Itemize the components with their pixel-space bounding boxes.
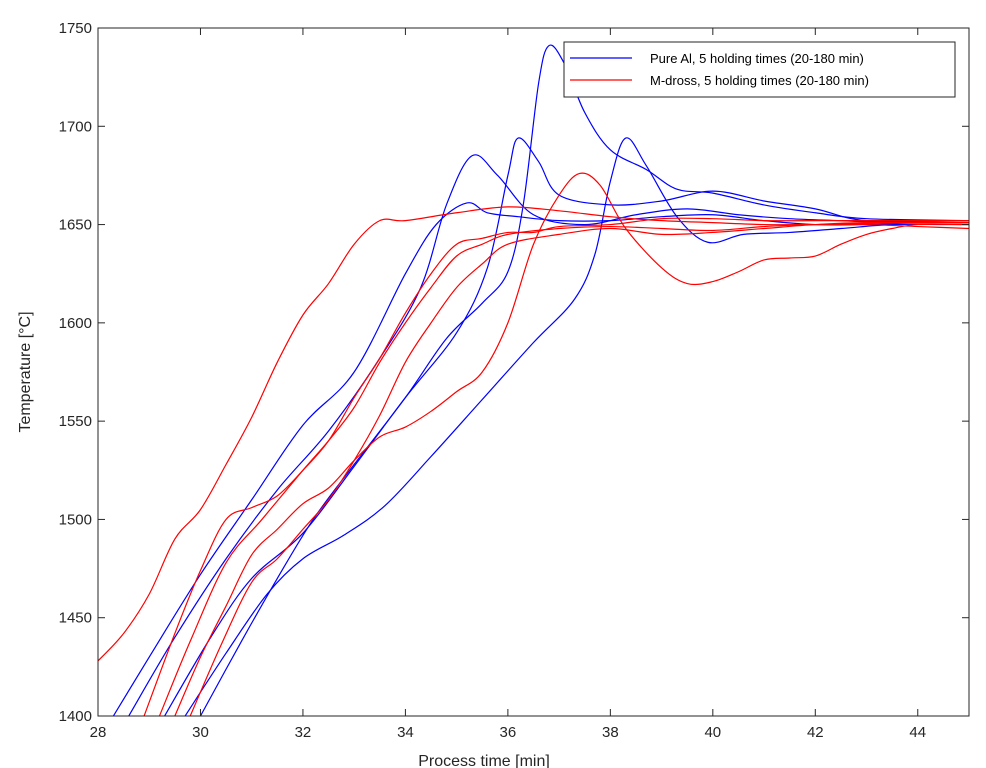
y-axis-label: Temperature [°C] <box>17 311 34 432</box>
x-tick-label: 32 <box>295 724 312 741</box>
x-tick-label: 38 <box>602 724 619 741</box>
y-tick-label: 1400 <box>59 708 92 725</box>
x-tick-label: 28 <box>90 724 107 741</box>
y-tick-label: 1750 <box>59 20 92 37</box>
series-line-pure-al-1 <box>112 202 969 716</box>
y-tick-label: 1700 <box>59 118 92 135</box>
series-layer <box>98 44 969 716</box>
y-tick-label: 1550 <box>59 413 92 430</box>
x-tick-label: 44 <box>909 724 926 741</box>
legend-label-pure-al: Pure Al, 5 holding times (20-180 min) <box>650 51 864 66</box>
plot-frame <box>97 27 970 717</box>
legend: Pure Al, 5 holding times (20-180 min) M-… <box>563 41 956 98</box>
legend-label-m-dross: M-dross, 5 holding times (20-180 min) <box>650 73 869 88</box>
series-line-m-dross-1 <box>98 206 969 662</box>
x-tick-label: 42 <box>807 724 824 741</box>
x-tick-label: 36 <box>500 724 517 741</box>
x-tick-labels: 28 30 32 34 36 38 40 42 44 <box>90 724 926 741</box>
x-tick-label: 30 <box>192 724 209 741</box>
legend-box <box>563 41 956 98</box>
series-line-pure-al-5 <box>199 44 969 716</box>
x-axis-label: Process time [min] <box>418 753 550 768</box>
plot-area <box>98 28 969 716</box>
y-tick-label: 1450 <box>59 610 92 627</box>
x-tick-label: 34 <box>397 724 414 741</box>
y-tick-label: 1500 <box>59 511 92 528</box>
series-line-m-dross-3 <box>158 221 969 716</box>
series-line-m-dross-4 <box>174 172 969 716</box>
series-line-pure-al-2 <box>128 154 969 716</box>
x-tick-label: 40 <box>704 724 721 741</box>
tick-layer <box>97 27 969 717</box>
series-line-m-dross-5 <box>189 221 969 716</box>
series-line-pure-al-3 <box>164 137 969 716</box>
y-tick-label: 1650 <box>59 217 92 234</box>
series-line-pure-al-4 <box>184 137 969 716</box>
y-tick-labels: 1400 1450 1500 1550 1600 1650 1700 1750 <box>59 20 92 725</box>
series-line-m-dross-2 <box>143 217 969 716</box>
y-tick-label: 1600 <box>59 315 92 332</box>
